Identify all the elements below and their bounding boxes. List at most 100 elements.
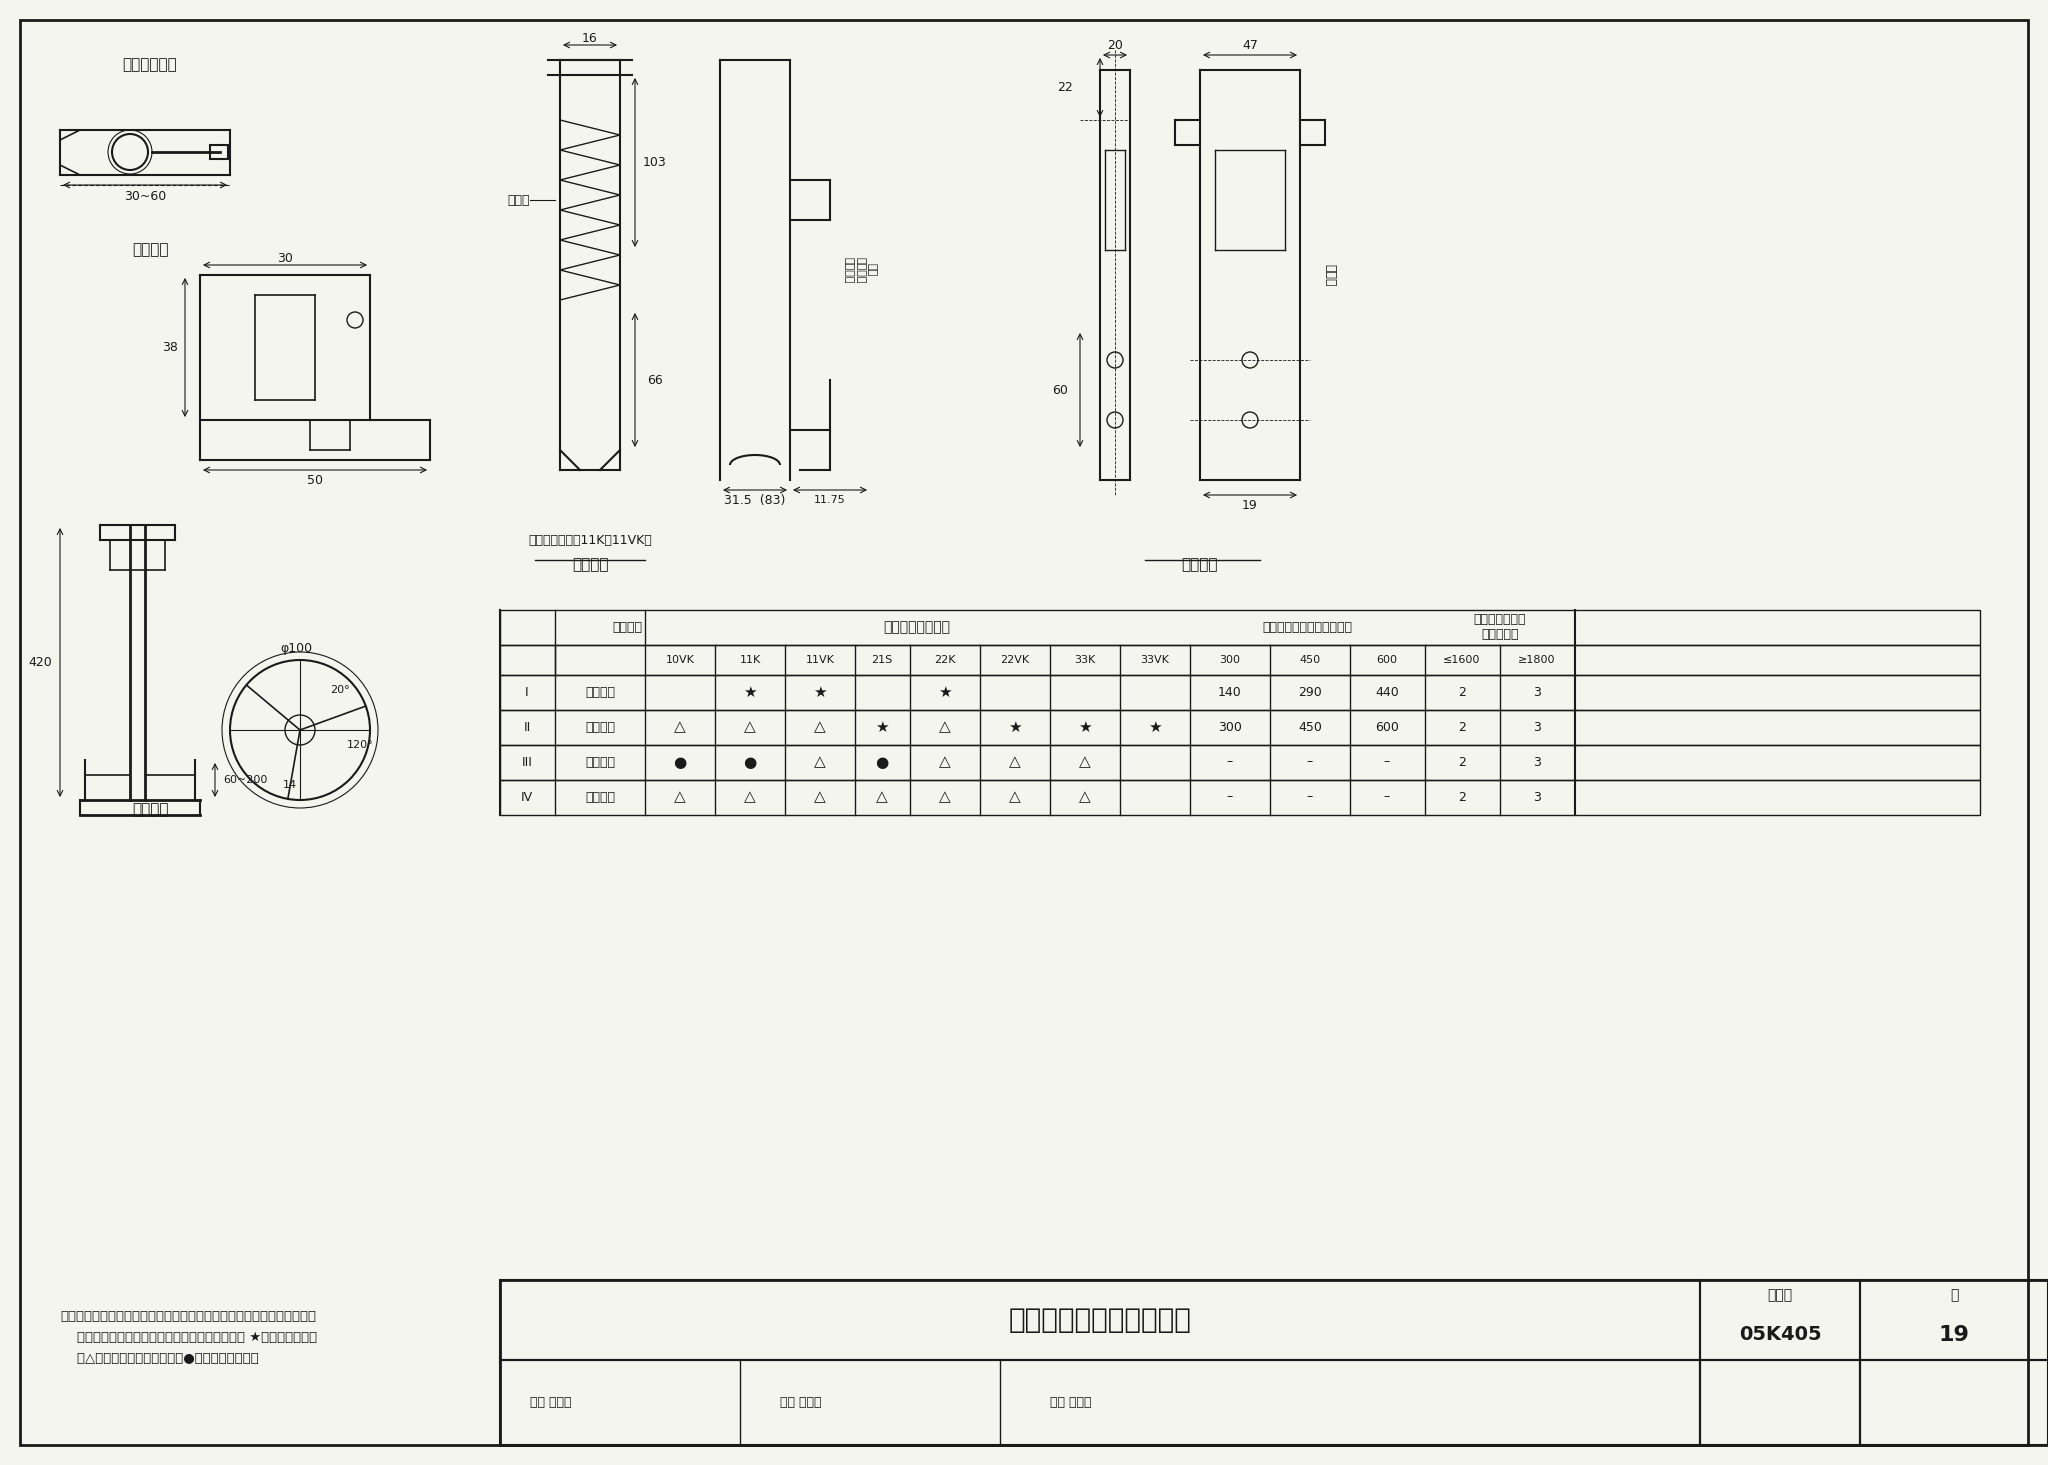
Text: ★: ★ [874, 719, 889, 734]
Text: 31.5  (83): 31.5 (83) [725, 494, 786, 507]
Text: 14: 14 [283, 779, 297, 790]
Text: 60: 60 [1053, 384, 1067, 397]
Bar [500, 1280, 1700, 1360]
Text: ≥1800: ≥1800 [1518, 655, 1556, 665]
Text: 16: 16 [582, 32, 598, 44]
Text: 校对 劳逸民: 校对 劳逸民 [780, 1396, 821, 1408]
Bar [500, 675, 1980, 711]
Text: 19: 19 [1243, 498, 1257, 511]
Text: 3: 3 [1534, 721, 1540, 734]
Text: 33K: 33K [1075, 655, 1096, 665]
Text: 普通支架: 普通支架 [586, 686, 614, 699]
Text: 11K: 11K [739, 655, 760, 665]
Text: IV: IV [520, 791, 532, 803]
Text: 50: 50 [307, 473, 324, 486]
Text: 10VK: 10VK [666, 655, 694, 665]
Text: 120°: 120° [346, 740, 373, 750]
Text: △: △ [940, 790, 950, 804]
Text: △: △ [743, 790, 756, 804]
Text: 19: 19 [1939, 1324, 1970, 1345]
Text: △: △ [743, 719, 756, 734]
Text: 2: 2 [1458, 686, 1466, 699]
Text: 图集号: 图集号 [1767, 1288, 1792, 1302]
Text: 600: 600 [1376, 655, 1397, 665]
Text: △: △ [815, 754, 825, 769]
Text: 38: 38 [162, 340, 178, 353]
Text: –: – [1307, 756, 1313, 769]
Text: –: – [1384, 756, 1391, 769]
Text: III: III [522, 756, 532, 769]
Text: 30: 30 [276, 252, 293, 265]
Bar [500, 711, 1980, 746]
Text: 3: 3 [1534, 791, 1540, 803]
Text: ★: ★ [813, 684, 827, 699]
Bar [1860, 1360, 2048, 1444]
Text: 20°: 20° [330, 686, 350, 694]
Text: 11.75: 11.75 [815, 495, 846, 505]
Text: 300: 300 [1219, 655, 1241, 665]
Text: 落地支架: 落地支架 [586, 791, 614, 803]
Text: –: – [1227, 791, 1233, 803]
Text: 2: 2 [1458, 756, 1466, 769]
Text: 22: 22 [1057, 81, 1073, 94]
Text: 33VK: 33VK [1141, 655, 1169, 665]
Text: 说明：本页表示普通、弹簧支架均为不同规格散热器配套标准安装配件，
    落地支架及德式支架为非标准配套产品。表中带 ★号为出厂标配，
    带△号为可供选择: 说明：本页表示普通、弹簧支架均为不同规格散热器配套标准安装配件， 落地支架及德式… [59, 1310, 317, 1365]
Bar [1700, 1360, 1860, 1444]
Text: △: △ [674, 790, 686, 804]
Text: △: △ [940, 754, 950, 769]
Text: 22K: 22K [934, 655, 956, 665]
Text: 设计 胡建面: 设计 胡建面 [1051, 1396, 1092, 1408]
Text: 600: 600 [1374, 721, 1399, 734]
Text: 290: 290 [1298, 686, 1321, 699]
Text: ★: ★ [1077, 719, 1092, 734]
Text: 2: 2 [1458, 721, 1466, 734]
Text: ●: ● [674, 754, 686, 769]
Text: 66: 66 [647, 374, 664, 387]
Text: △: △ [940, 719, 950, 734]
Text: 3: 3 [1534, 686, 1540, 699]
Text: 420: 420 [29, 655, 51, 668]
Bar [500, 1360, 1700, 1444]
Text: 2: 2 [1458, 791, 1466, 803]
Text: △: △ [1010, 754, 1020, 769]
Text: 螺栓孔: 螺栓孔 [508, 193, 530, 207]
Text: △: △ [1079, 754, 1092, 769]
Text: 60~200: 60~200 [223, 775, 266, 785]
Text: II: II [524, 721, 530, 734]
Text: 落地支架: 落地支架 [131, 803, 168, 817]
Text: 弹簧支架: 弹簧支架 [571, 558, 608, 573]
Text: 德式固定螺栓: 德式固定螺栓 [123, 57, 178, 72]
Text: △: △ [1010, 790, 1020, 804]
Bar [500, 609, 1980, 645]
Text: ★: ★ [1008, 719, 1022, 734]
Text: 21S: 21S [870, 655, 893, 665]
Text: 支架视: 支架视 [1323, 264, 1337, 286]
Text: ★: ★ [1149, 719, 1161, 734]
Text: ★: ★ [938, 684, 952, 699]
Text: –: – [1384, 791, 1391, 803]
Bar [500, 645, 1980, 675]
Text: △: △ [877, 790, 889, 804]
Text: 括号内数字用于11K、11VK型: 括号内数字用于11K、11VK型 [528, 533, 651, 546]
Text: 墙面
及散热器
散热支架: 墙面 及散热器 散热支架 [844, 256, 877, 283]
Text: 适用的散热器型号: 适用的散热器型号 [883, 620, 950, 634]
Text: 103: 103 [643, 155, 668, 168]
Text: ★: ★ [743, 684, 758, 699]
Text: 对应散热器长度
的支架个数: 对应散热器长度 的支架个数 [1475, 612, 1526, 642]
Bar [500, 746, 1980, 779]
Text: ≤1600: ≤1600 [1444, 655, 1481, 665]
Text: 11VK: 11VK [805, 655, 834, 665]
Text: 05K405: 05K405 [1739, 1326, 1821, 1345]
Text: 审核 孙淑萍: 审核 孙淑萍 [530, 1396, 571, 1408]
Text: 德式支架: 德式支架 [131, 243, 168, 258]
Text: 德式支架: 德式支架 [586, 756, 614, 769]
Text: 支架型式: 支架型式 [612, 621, 641, 633]
Text: 450: 450 [1298, 655, 1321, 665]
Text: 30~60: 30~60 [123, 189, 166, 202]
Text: ●: ● [743, 754, 756, 769]
Text: 300: 300 [1219, 721, 1241, 734]
Text: 钢制板型散热器配套支架: 钢制板型散热器配套支架 [1008, 1305, 1192, 1335]
Text: –: – [1307, 791, 1313, 803]
Text: I: I [524, 686, 528, 699]
Bar [211, 145, 227, 160]
